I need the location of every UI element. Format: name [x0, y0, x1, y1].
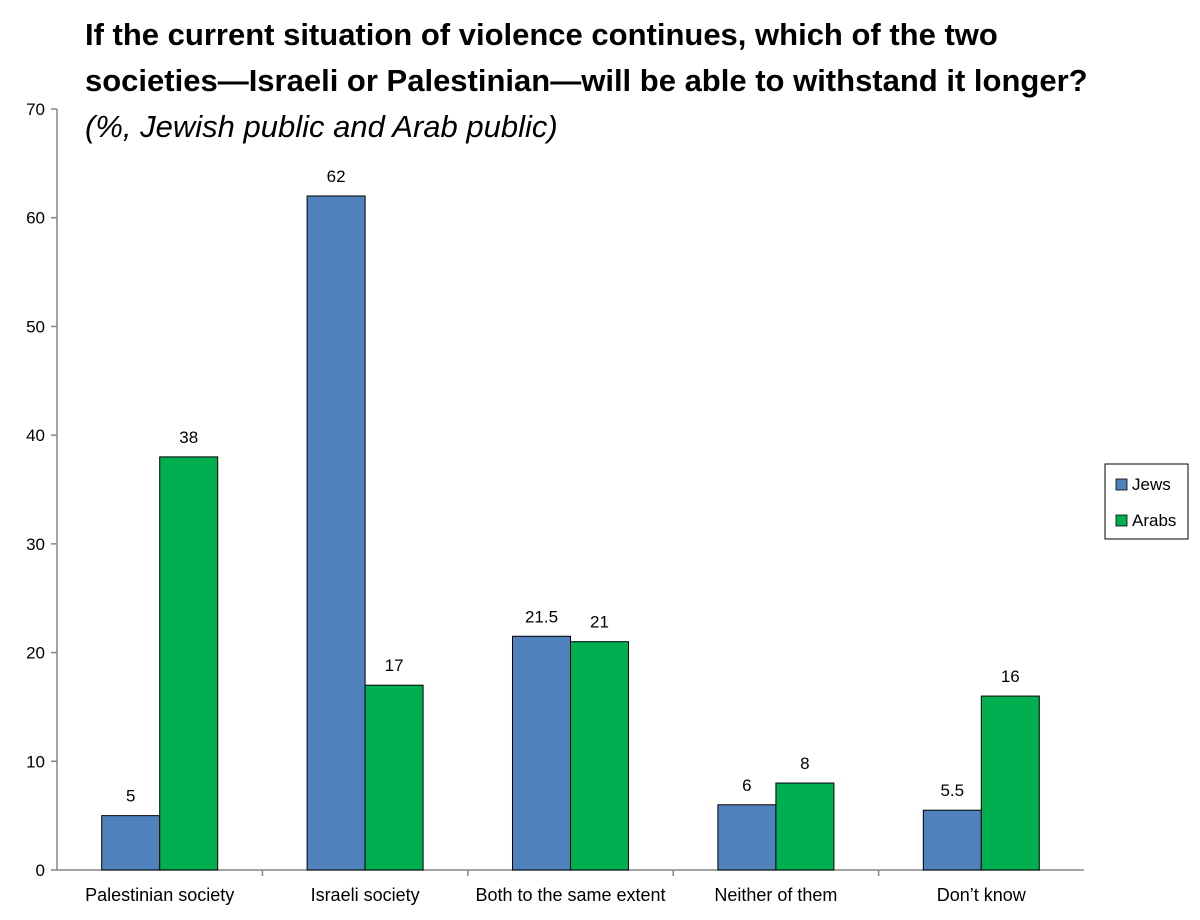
data-label-arabs-3: 8	[800, 754, 809, 773]
data-label-jews-1: 62	[327, 167, 346, 186]
x-category-label: Israeli society	[311, 885, 420, 905]
bar-jews-2	[512, 635, 571, 871]
chart-title-line-2: societies—Israeli or Palestinian—will be…	[85, 63, 1088, 98]
x-category-label: Neither of them	[714, 885, 837, 905]
y-tick-label: 10	[26, 752, 45, 771]
data-label-arabs-2: 21	[590, 613, 609, 632]
y-tick-label: 20	[26, 644, 45, 663]
x-category-label: Both to the same extent	[475, 885, 665, 905]
legend-swatch-jews	[1115, 478, 1128, 491]
y-axis-ticks: 0 10 20 30 40 50 60 70	[26, 100, 57, 880]
y-tick-label: 50	[26, 317, 45, 336]
data-label-jews-4: 5.5	[940, 781, 964, 800]
x-category-label: Don’t know	[937, 885, 1027, 905]
legend-label-jews: Jews	[1132, 475, 1171, 494]
y-tick-label: 70	[26, 100, 45, 119]
chart-title-line-1: If the current situation of violence con…	[85, 17, 998, 52]
legend-label-arabs: Arabs	[1132, 511, 1176, 530]
data-label-arabs-1: 17	[385, 656, 404, 675]
data-label-jews-3: 6	[742, 776, 751, 795]
y-tick-label: 30	[26, 535, 45, 554]
bar-jews-0	[101, 815, 161, 871]
legend-swatch-arabs	[1115, 514, 1128, 527]
chart-subtitle: (%, Jewish public and Arab public)	[85, 109, 558, 144]
y-tick-label: 0	[36, 861, 45, 880]
data-label-arabs-0: 38	[179, 428, 198, 447]
chart-title: If the current situation of violence con…	[85, 17, 1088, 144]
data-labels: 5 38 62 17 21.5 21 6 8 5.5 16	[126, 167, 1020, 806]
y-tick-label: 40	[26, 426, 45, 445]
y-tick-label: 60	[26, 209, 45, 228]
bar-jews-1	[306, 195, 366, 871]
bar-arabs-1	[364, 684, 424, 871]
data-label-arabs-4: 16	[1001, 667, 1020, 686]
legend-box	[1104, 463, 1189, 540]
bar-arabs-0	[159, 456, 219, 871]
legend: Jews Arabs	[1104, 463, 1189, 540]
bar-arabs-3	[775, 782, 835, 871]
bar-arabs-4	[980, 695, 1040, 871]
x-category-label: Palestinian society	[85, 885, 234, 905]
bar-jews-4	[922, 809, 982, 871]
bar-jews-3	[717, 804, 777, 871]
x-axis-labels: Palestinian society Israeli society Both t…	[85, 870, 1027, 905]
bar-arabs-2	[570, 641, 629, 871]
bars	[101, 195, 1040, 871]
data-label-jews-0: 5	[126, 787, 135, 806]
data-label-jews-2: 21.5	[525, 607, 558, 626]
